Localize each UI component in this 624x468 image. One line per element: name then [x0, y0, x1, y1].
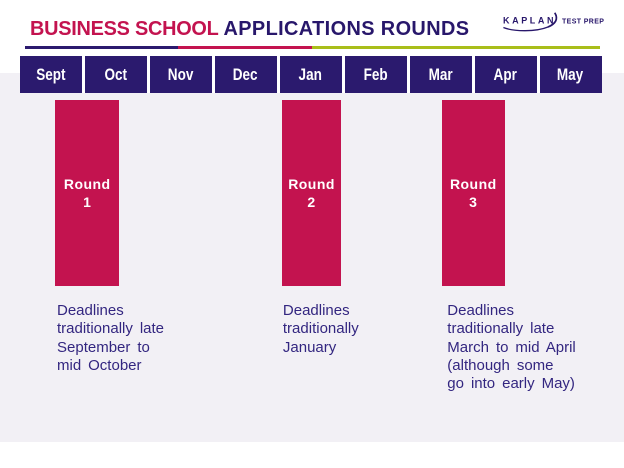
svg-text:KAPLAN: KAPLAN [503, 16, 556, 26]
svg-text:TEST PREP: TEST PREP [562, 19, 604, 26]
